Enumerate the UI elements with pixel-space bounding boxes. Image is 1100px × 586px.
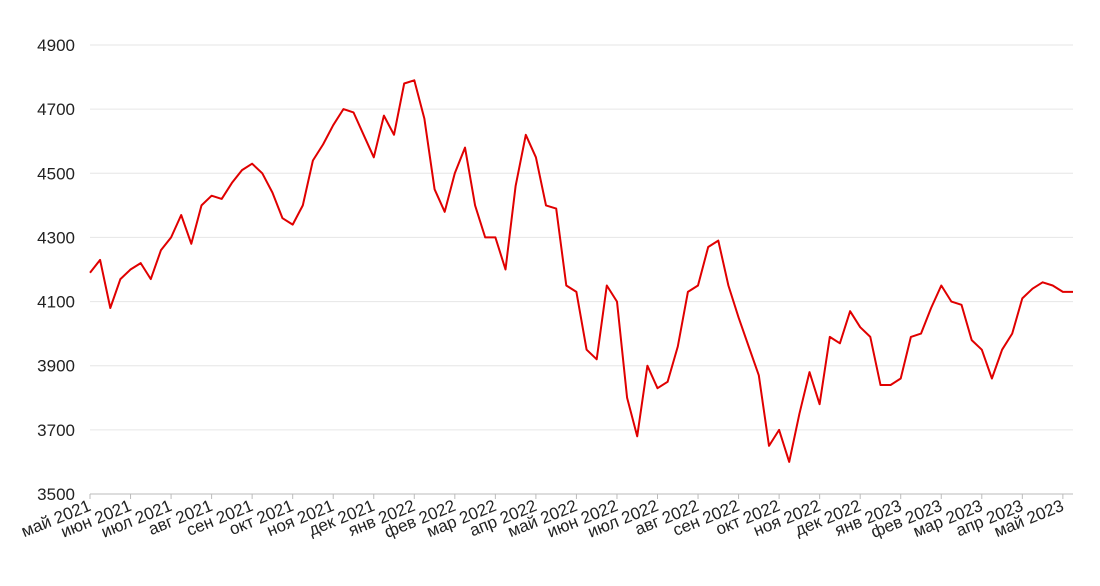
- y-tick-label: 3900: [37, 357, 75, 376]
- y-tick-label: 4900: [37, 36, 75, 55]
- y-tick-label: 4500: [37, 164, 75, 183]
- y-tick-label: 3500: [37, 485, 75, 504]
- y-tick-label: 4300: [37, 228, 75, 247]
- series-line: [89, 79, 1073, 463]
- y-tick-label: 4700: [37, 100, 75, 119]
- y-tick-label: 4100: [37, 293, 75, 312]
- y-tick-label: 3700: [37, 421, 75, 440]
